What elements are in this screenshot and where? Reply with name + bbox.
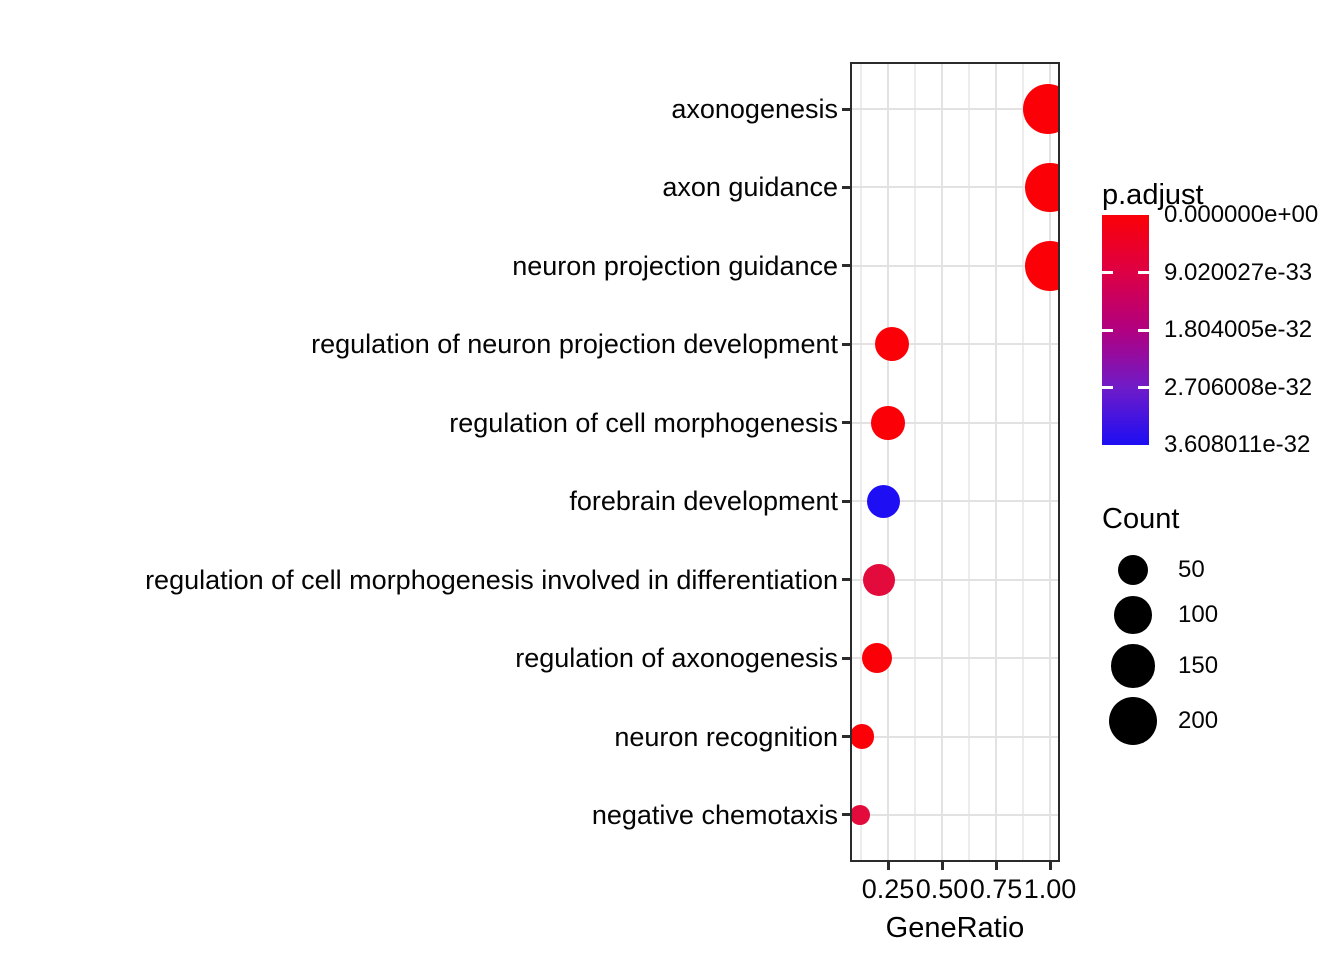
y-tick: [842, 421, 850, 425]
data-point: [863, 563, 896, 596]
gridline-major-v: [1049, 62, 1052, 862]
y-axis-label: neuron projection guidance: [512, 250, 838, 281]
colorbar-tick: [1138, 386, 1149, 389]
data-point: [875, 327, 910, 362]
gridline-major-h: [850, 813, 1060, 816]
gridline-minor-v: [914, 62, 917, 862]
x-tick: [994, 862, 998, 870]
y-tick: [842, 813, 850, 817]
x-tick: [886, 862, 890, 870]
size-legend-label: 50: [1178, 556, 1205, 583]
y-axis-label: axon guidance: [662, 172, 838, 203]
y-tick: [842, 264, 850, 268]
x-tick-label: 0.75: [969, 874, 1023, 904]
colorbar-label: 2.706008e-32: [1164, 373, 1313, 401]
y-tick: [842, 578, 850, 582]
gridline-major-h: [850, 108, 1060, 111]
gridline-major-h: [850, 578, 1060, 581]
color-legend-title: p.adjust: [1102, 179, 1204, 211]
plot-panel: [850, 62, 1060, 862]
colorbar-tick: [1102, 328, 1113, 332]
gridline-major-h: [850, 264, 1060, 267]
gridline-major-h: [850, 735, 1060, 738]
colorbar-label: 0.000000e+00: [1164, 201, 1319, 228]
y-tick: [842, 735, 850, 738]
size-legend-dot: [1114, 596, 1152, 634]
gridline-minor-v: [1022, 62, 1025, 862]
y-axis-label: neuron recognition: [614, 721, 838, 752]
size-legend-label: 150: [1178, 652, 1219, 679]
y-axis-label: regulation of cell morphogenesis: [449, 407, 838, 438]
y-axis-label: regulation of axonogenesis: [515, 643, 838, 674]
data-point: [871, 405, 905, 440]
y-axis-label: forebrain development: [569, 486, 838, 517]
gridline-major-h: [850, 186, 1060, 189]
gridline-major-h: [850, 500, 1060, 503]
y-axis-label: axonogenesis: [671, 94, 838, 125]
x-tick: [940, 862, 944, 870]
gridline-major-v: [941, 62, 944, 862]
size-legend-label: 100: [1178, 601, 1219, 628]
data-point: [867, 484, 901, 518]
data-point: [862, 643, 893, 674]
colorbar-label: 9.020027e-33: [1164, 258, 1313, 286]
size-legend-dot: [1111, 644, 1155, 688]
colorbar-tick: [1102, 386, 1113, 389]
y-tick: [842, 107, 850, 111]
x-tick: [1048, 862, 1052, 870]
x-tick-label: 0.25: [861, 874, 915, 904]
colorbar-tick: [1138, 271, 1149, 274]
colorbar-tick: [1138, 328, 1149, 332]
x-tick-label: 0.50: [915, 874, 969, 904]
colorbar-label: 1.804005e-32: [1164, 316, 1313, 343]
data-point: [1025, 162, 1060, 213]
size-legend-dot: [1108, 696, 1158, 746]
size-legend-label: 200: [1178, 707, 1219, 734]
y-tick: [842, 656, 850, 660]
x-axis-title: GeneRatio: [885, 912, 1025, 944]
gridline-major-v: [887, 62, 890, 862]
gridline-minor-v: [968, 62, 971, 862]
gridline-minor-v: [860, 62, 863, 862]
y-tick: [842, 185, 850, 189]
gridline-major-h: [850, 421, 1060, 424]
data-point: [1025, 241, 1060, 291]
y-axis-label: regulation of cell morphogenesis involve…: [145, 564, 838, 595]
data-point: [850, 805, 870, 825]
size-legend-title: Count: [1102, 503, 1180, 535]
gridline-major-h: [850, 343, 1060, 346]
data-point: [850, 724, 875, 749]
data-point: [1022, 83, 1060, 135]
size-legend-dot: [1118, 555, 1148, 585]
y-axis-label: negative chemotaxis: [591, 799, 838, 830]
gridline-major-v: [995, 62, 998, 862]
y-tick: [842, 499, 850, 503]
y-tick: [842, 342, 850, 346]
colorbar-label: 3.608011e-32: [1164, 431, 1311, 458]
colorbar-tick: [1102, 271, 1113, 274]
x-tick-label: 1.00: [1023, 874, 1077, 904]
y-axis-label: regulation of neuron projection developm…: [311, 329, 838, 360]
gridline-major-h: [850, 657, 1060, 660]
